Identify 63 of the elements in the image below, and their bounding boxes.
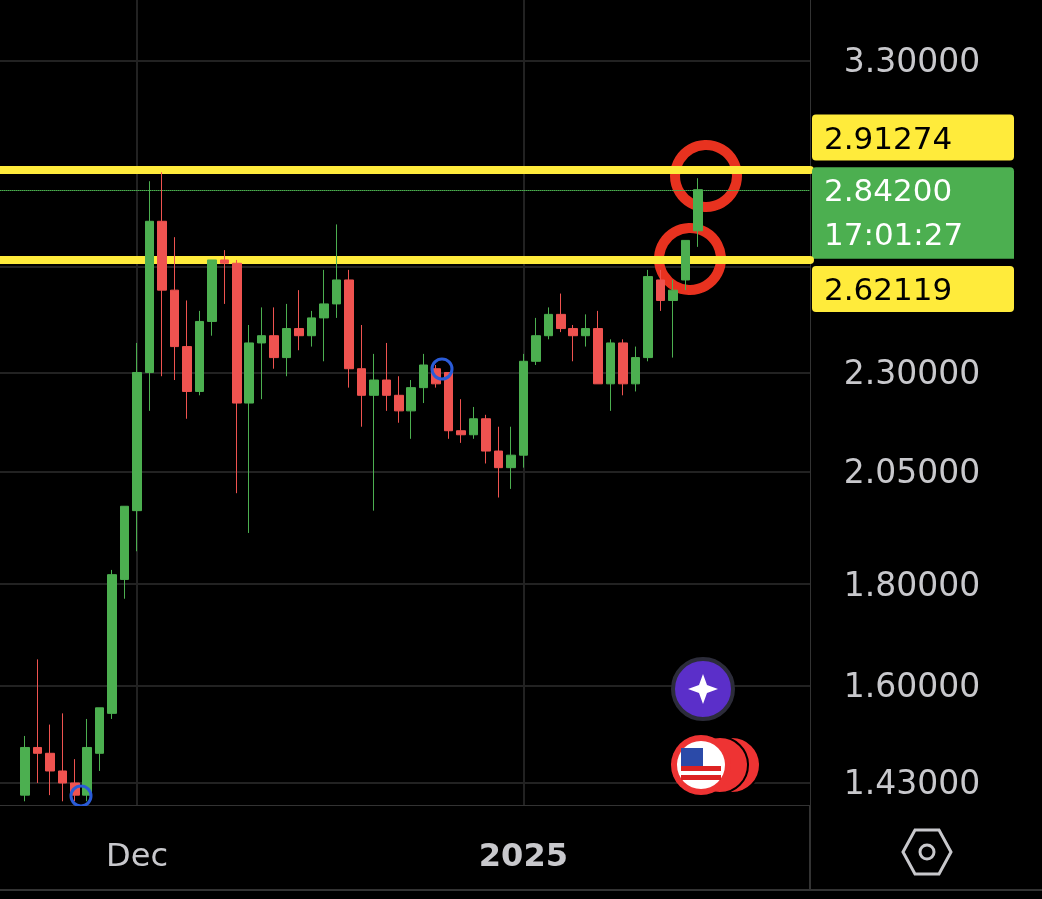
candlestick [406, 379, 416, 440]
candlestick [132, 342, 142, 552]
candlestick [207, 259, 217, 337]
candlestick [294, 289, 304, 351]
candlestick [357, 324, 366, 428]
candlestick [568, 324, 578, 362]
candlestick [307, 310, 316, 348]
candlestick [593, 310, 603, 385]
candlestick [170, 236, 179, 381]
candlestick [232, 259, 242, 494]
y-tick-label: 2.05000 [843, 452, 981, 492]
candlestick [244, 324, 254, 534]
y-tick-label: 2.30000 [843, 352, 981, 392]
candlestick [45, 724, 55, 796]
candlestick [456, 398, 466, 444]
ref-line-label: 2.62119 [824, 271, 953, 308]
candlestick [95, 707, 104, 772]
candlestick [319, 269, 329, 362]
ref-line-label: 2.84200 [824, 172, 953, 209]
candlestick [195, 310, 204, 396]
candlestick [581, 313, 590, 348]
candlestick [344, 269, 354, 389]
candlestick [681, 239, 690, 291]
text: 17:01:27 [824, 215, 964, 252]
candlestick [33, 658, 42, 784]
y-tick-label: 3.30000 [843, 41, 981, 81]
candlestick [107, 569, 117, 720]
candlestick [394, 375, 404, 424]
candlestick [419, 353, 428, 404]
candlestick [157, 171, 167, 377]
candlestick [332, 223, 341, 319]
candlestick [20, 735, 30, 802]
candlestick [58, 712, 67, 802]
candlestick [469, 406, 478, 440]
candlestick [269, 306, 279, 370]
ref-line-label: 2.91274 [824, 119, 953, 156]
candlestick [182, 299, 192, 420]
candlestick [444, 371, 453, 440]
candlestick [606, 338, 615, 412]
candlestick [120, 505, 129, 600]
candlestick [481, 414, 491, 464]
candlestick [494, 426, 503, 499]
candlestick [556, 293, 566, 333]
candlestick [282, 303, 291, 377]
x-tick-label: Dec [106, 836, 169, 874]
candlestick [668, 279, 678, 359]
candlestick [656, 269, 665, 312]
candlestick [643, 269, 653, 362]
y-tick-label: 1.60000 [843, 666, 981, 706]
candlestick [257, 306, 266, 400]
candlestick [618, 338, 628, 396]
x-tick-label: 2025 [478, 836, 568, 874]
candlestick [519, 353, 528, 469]
y-tick-label: 1.80000 [843, 564, 981, 604]
candlestick [506, 426, 516, 490]
candlestick [82, 718, 92, 802]
candlestick [382, 342, 391, 412]
candlestick [220, 249, 229, 305]
candlestick [631, 346, 640, 392]
candlestick [531, 317, 541, 366]
candlestick [369, 353, 379, 512]
candlestick [544, 306, 553, 340]
y-tick-label: 1.43000 [843, 763, 981, 803]
